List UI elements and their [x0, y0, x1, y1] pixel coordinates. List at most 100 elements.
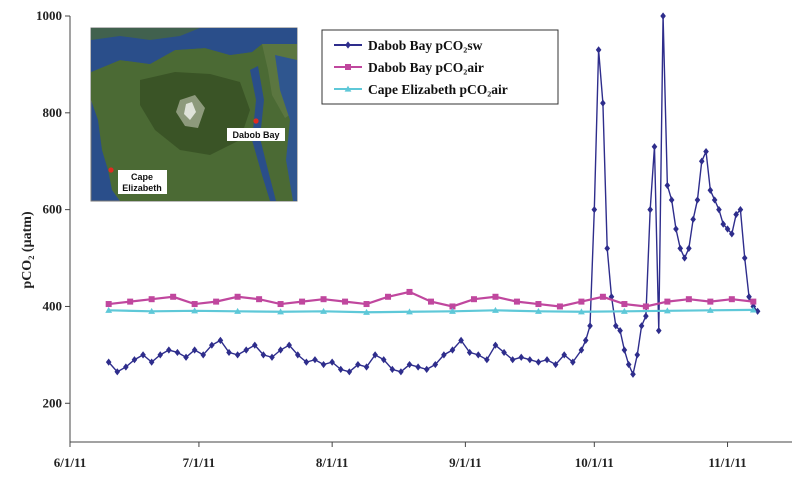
data-point	[191, 346, 198, 354]
x-tick-label: 6/1/11	[54, 455, 87, 470]
data-point	[346, 368, 353, 376]
data-point	[385, 293, 392, 300]
data-point	[621, 301, 628, 308]
data-point	[423, 365, 430, 373]
data-point	[527, 356, 533, 364]
data-point	[608, 293, 615, 301]
cape-elizabeth-label: Cape Elizabeth	[122, 172, 162, 193]
data-point	[750, 298, 757, 305]
data-point	[260, 351, 267, 359]
data-point	[600, 99, 606, 107]
data-point	[664, 298, 671, 305]
legend: Dabob Bay pCO₂sw Dabob Bay pCO₂air Cape El…	[321, 29, 559, 105]
data-point	[630, 370, 636, 378]
data-point	[355, 360, 361, 369]
x-tick-label: 10/1/11	[575, 455, 614, 470]
data-point	[663, 307, 671, 314]
data-point	[234, 307, 242, 314]
data-point	[733, 210, 739, 219]
data-point	[621, 346, 628, 354]
data-point	[655, 327, 662, 335]
data-point	[406, 308, 413, 315]
data-point	[363, 301, 370, 308]
data-point	[226, 348, 232, 357]
data-point	[470, 296, 477, 303]
data-point	[556, 303, 563, 310]
data-point	[690, 215, 696, 223]
data-point	[170, 293, 177, 300]
y-tick-label: 200	[43, 395, 63, 410]
data-point	[123, 363, 129, 371]
data-point	[406, 360, 413, 369]
data-point	[664, 181, 671, 190]
data-point	[587, 322, 593, 330]
data-point	[131, 356, 138, 364]
data-point	[234, 351, 241, 359]
cape-elizabeth-marker	[108, 167, 114, 173]
data-point	[746, 293, 752, 301]
data-point	[604, 244, 611, 252]
legend-marker	[344, 85, 352, 92]
ticks: 200 400 600 800 1000 6/1/11 7/1/11 8/1/11 9/1/11…	[36, 8, 747, 470]
data-point	[140, 351, 146, 359]
data-point	[578, 308, 585, 315]
data-point	[105, 306, 113, 313]
data-point	[449, 346, 456, 354]
data-point	[698, 157, 705, 165]
data-point	[320, 360, 327, 369]
data-point	[105, 358, 112, 366]
data-point	[724, 225, 731, 233]
data-point	[620, 307, 628, 314]
data-point	[191, 307, 199, 314]
data-point	[729, 230, 735, 238]
data-point	[191, 301, 198, 308]
y-tick-label: 400	[43, 298, 63, 313]
data-point	[492, 341, 499, 349]
data-point	[492, 306, 499, 313]
y-axis-title: pCO₂ (µatm)	[20, 211, 35, 289]
data-point	[660, 12, 666, 20]
axes	[69, 16, 792, 443]
data-point	[484, 356, 490, 364]
data-point	[707, 298, 714, 305]
data-point	[501, 348, 507, 357]
data-point	[509, 356, 516, 364]
data-point	[234, 293, 241, 300]
data-point	[535, 301, 542, 308]
data-point	[329, 358, 335, 366]
data-point	[706, 306, 714, 313]
data-point	[217, 336, 224, 344]
data-point	[634, 351, 641, 359]
legend-label: Cape Elizabeth pCO₂air	[368, 82, 508, 97]
data-point	[251, 341, 258, 349]
series-layer	[105, 12, 761, 378]
data-point	[578, 298, 585, 305]
data-point	[612, 322, 619, 330]
data-point	[711, 196, 718, 204]
data-point	[286, 341, 292, 349]
data-point	[200, 351, 207, 359]
data-point	[148, 296, 155, 303]
data-point	[363, 308, 370, 315]
data-point	[673, 225, 679, 233]
data-point	[535, 358, 542, 366]
data-point	[209, 341, 215, 349]
data-point	[703, 147, 709, 156]
data-point	[685, 296, 692, 303]
data-point	[127, 298, 134, 305]
data-point	[363, 363, 370, 371]
data-point	[166, 346, 172, 354]
data-point	[380, 356, 387, 364]
data-point	[243, 346, 250, 354]
x-tick-label: 8/1/11	[316, 455, 349, 470]
data-point	[552, 360, 559, 369]
data-point	[518, 353, 525, 361]
data-point	[389, 365, 396, 373]
data-point	[157, 351, 164, 359]
data-point	[707, 186, 714, 194]
data-point	[625, 360, 632, 369]
data-point	[449, 303, 456, 310]
data-point	[269, 353, 275, 361]
data-point	[754, 307, 761, 315]
data-point	[561, 351, 568, 359]
